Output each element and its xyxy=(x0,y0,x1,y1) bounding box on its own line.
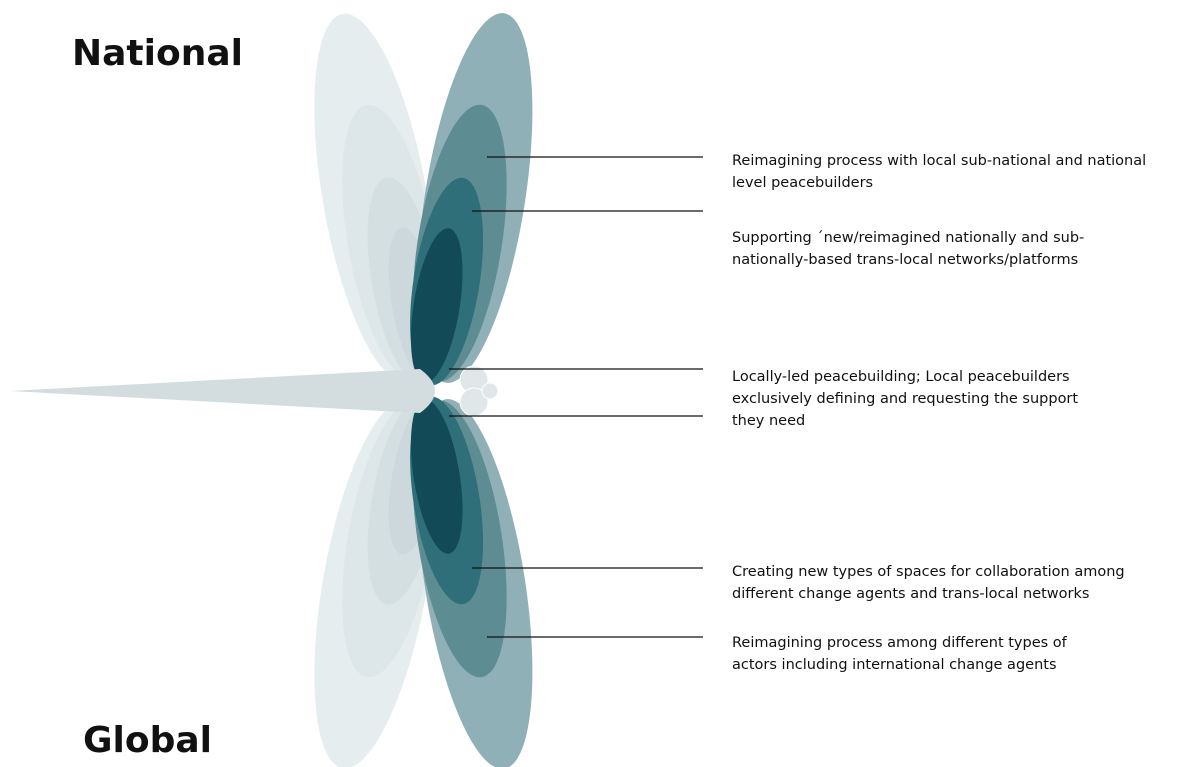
label-line: actors including international change ag… xyxy=(732,657,1057,673)
label-line: Reimagining process with local sub-natio… xyxy=(732,153,1146,169)
heading: Global xyxy=(83,720,212,761)
leader-lines xyxy=(449,156,703,638)
heading: National xyxy=(72,33,243,74)
labels: Reimagining process with local sub-natio… xyxy=(732,153,1146,673)
head xyxy=(459,365,499,417)
label-line: level peacebuilders xyxy=(732,175,873,191)
label-line: they need xyxy=(732,413,805,429)
label-line: Reimagining process among different type… xyxy=(732,635,1068,651)
label-line: nationally-based trans-local networks/pl… xyxy=(732,252,1078,268)
lower-wings xyxy=(291,385,554,767)
upper-wings xyxy=(291,4,554,397)
label-line: different change agents and trans-local … xyxy=(732,586,1089,602)
label-line: Supporting ´new/reimagined nationally an… xyxy=(732,230,1084,246)
label-line: Creating new types of spaces for collabo… xyxy=(732,564,1125,580)
label-line: exclusively defining and requesting the … xyxy=(732,391,1078,407)
body xyxy=(10,369,435,413)
label-line: Locally-led peacebuilding; Local peacebu… xyxy=(732,369,1070,385)
